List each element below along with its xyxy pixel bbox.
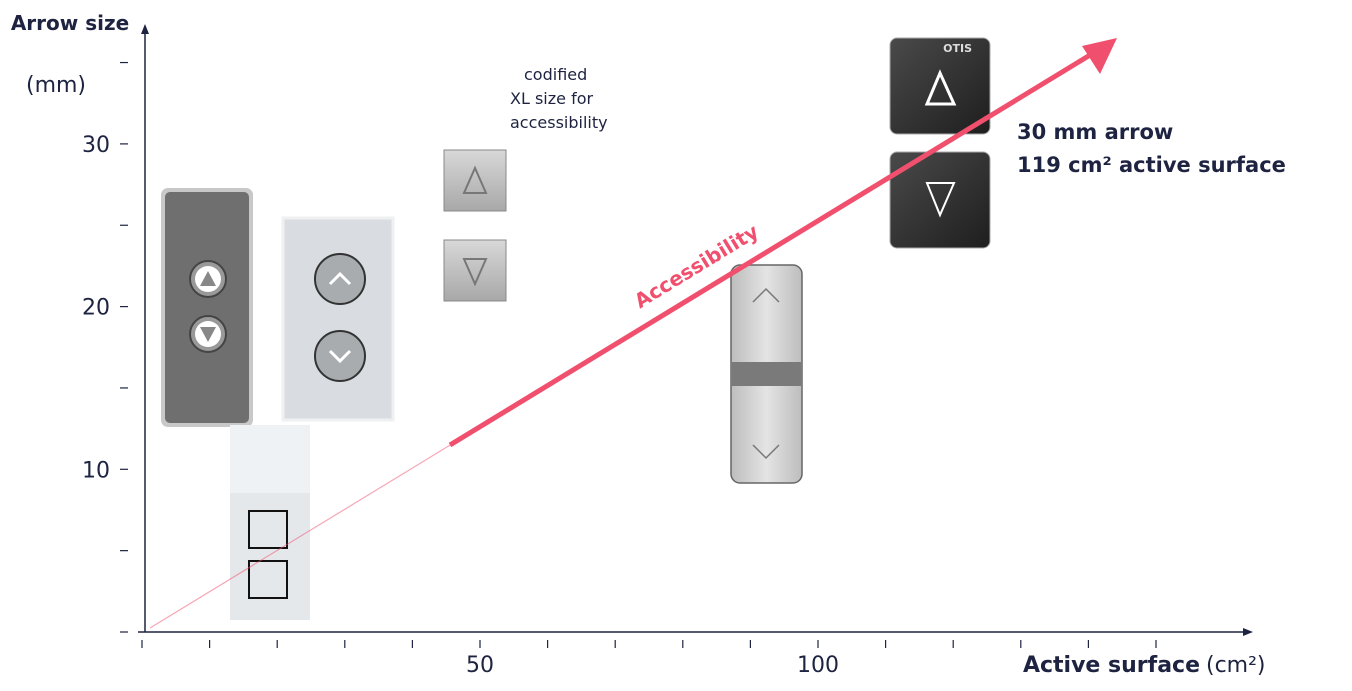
callout: 30 mm arrow 119 cm² active surface: [1017, 120, 1286, 177]
callout-line: 119 cm² active surface: [1017, 153, 1286, 177]
y-tick-label: 30: [82, 133, 110, 158]
button-illustrations: OTIS: [161, 37, 991, 620]
annotation-line: XL size for: [510, 89, 593, 108]
logo: OTIS: [943, 42, 972, 55]
annotation-line: accessibility: [510, 113, 608, 132]
x-tick-label: 100: [797, 653, 839, 678]
callout-line: 30 mm arrow: [1017, 120, 1173, 144]
y-label: Arrow size: [11, 11, 129, 35]
arrow-head: [1082, 38, 1117, 74]
y-tick-label: 20: [82, 296, 110, 321]
x-axis-arrow: [1243, 628, 1253, 636]
y-label-bold: Arrow size: [11, 11, 129, 35]
x-label: Active surface: [1023, 653, 1200, 678]
annotation-line: codified: [524, 65, 587, 84]
y-label-unit: (mm): [26, 73, 86, 98]
x-tick-label: 50: [466, 653, 494, 678]
annotation: codified XL size for accessibility: [510, 65, 608, 132]
arrow-line-thick: [448, 49, 1097, 448]
y-tick-label: 10: [82, 458, 110, 483]
y-axis-arrow: [141, 24, 149, 34]
x-label-unit: (cm²): [1206, 653, 1266, 678]
